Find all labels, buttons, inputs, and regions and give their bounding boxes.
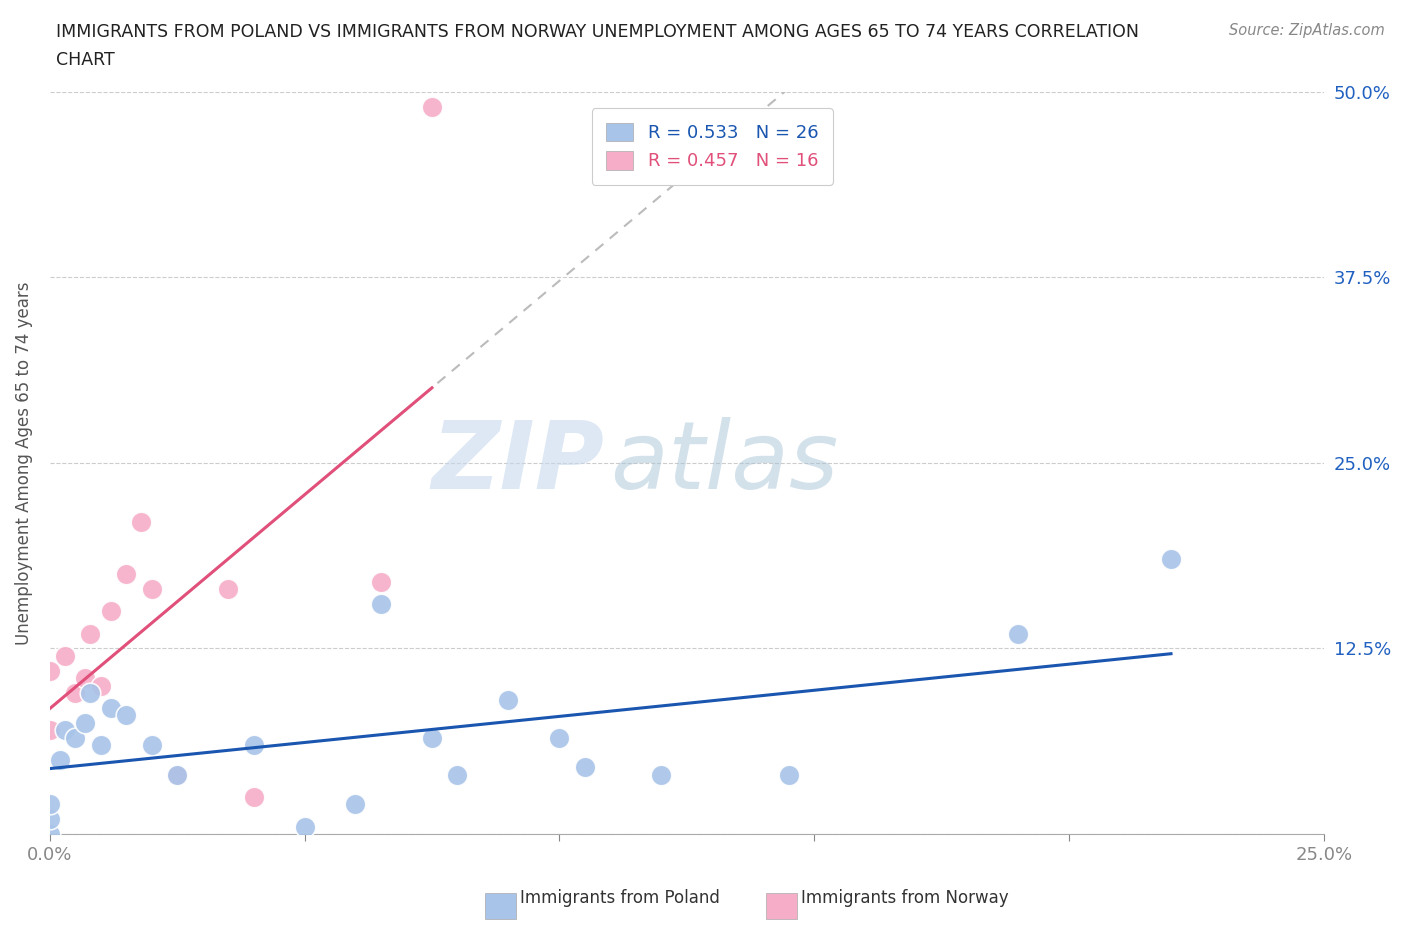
Point [217, 581, 239, 596]
Legend: R = 0.533   N = 26, R = 0.457   N = 16: R = 0.533 N = 26, R = 0.457 N = 16 [592, 108, 832, 185]
Point [141, 737, 163, 752]
Point [115, 566, 138, 581]
Point [38, 812, 60, 827]
Point [131, 515, 153, 530]
Point [242, 737, 264, 752]
Point [498, 693, 520, 708]
Point [574, 760, 596, 775]
Point [294, 819, 316, 834]
Point [53, 648, 76, 663]
Point [100, 700, 122, 715]
Text: Immigrants from Poland: Immigrants from Poland [520, 889, 720, 907]
Text: Source: ZipAtlas.com: Source: ZipAtlas.com [1229, 23, 1385, 38]
Point [420, 100, 443, 114]
Text: Immigrants from Norway: Immigrants from Norway [801, 889, 1010, 907]
Point [38, 827, 60, 842]
Text: ZIP: ZIP [432, 417, 605, 509]
Text: atlas: atlas [610, 418, 838, 509]
Point [75, 715, 97, 730]
Point [63, 685, 86, 700]
Point [115, 708, 138, 723]
Point [1160, 552, 1182, 567]
Point [38, 663, 60, 678]
Point [242, 790, 264, 804]
Point [100, 604, 122, 618]
Point [166, 767, 188, 782]
Point [90, 737, 112, 752]
Point [49, 752, 72, 767]
Point [53, 723, 76, 737]
Point [344, 797, 367, 812]
Point [75, 671, 97, 685]
Y-axis label: Unemployment Among Ages 65 to 74 years: Unemployment Among Ages 65 to 74 years [15, 281, 32, 644]
Point [141, 581, 163, 596]
Point [38, 723, 60, 737]
Point [166, 767, 188, 782]
Point [778, 767, 800, 782]
Point [38, 797, 60, 812]
Point [420, 730, 443, 745]
Text: IMMIGRANTS FROM POLAND VS IMMIGRANTS FROM NORWAY UNEMPLOYMENT AMONG AGES 65 TO 7: IMMIGRANTS FROM POLAND VS IMMIGRANTS FRO… [56, 23, 1139, 41]
Point [370, 596, 392, 611]
Point [1007, 626, 1029, 641]
Point [446, 767, 468, 782]
Point [90, 678, 112, 693]
Point [79, 685, 101, 700]
Point [548, 730, 571, 745]
Point [79, 626, 101, 641]
Point [370, 574, 392, 589]
Point [63, 730, 86, 745]
Text: CHART: CHART [56, 51, 115, 69]
Point [650, 767, 672, 782]
